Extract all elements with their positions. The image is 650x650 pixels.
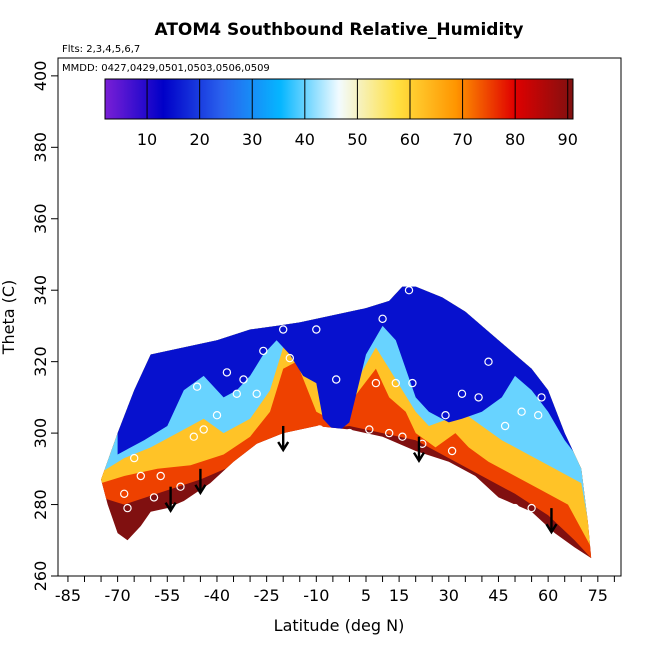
x-tick-label: -55 [154,586,180,605]
flight-arrows [164,425,558,535]
observation-point [123,503,132,513]
observation-point [129,453,139,463]
observation-point [149,493,159,502]
x-tick-label: 15 [389,586,409,605]
observation-point [259,346,268,356]
observation-point [385,428,394,438]
x-tick-label: -40 [204,586,230,605]
y-tick-label: 280 [31,489,50,520]
x-tick-label: 30 [439,586,459,605]
observation-point [391,378,400,388]
flight-arrow [545,508,558,535]
observation-point [232,389,241,398]
observation-point [474,393,483,402]
observation-point [371,378,381,388]
observation-point [119,489,129,498]
observation-point [484,357,493,366]
colorbar-tick-label: 40 [295,130,315,149]
plot-frame [57,57,622,577]
observation-point [212,411,222,420]
observation-point [398,432,407,441]
flight-arrow [164,486,177,513]
colorbar-tick-label: 30 [242,130,262,149]
x-tick-label: 5 [361,586,371,605]
observation-point [279,325,288,334]
observation-point [464,478,473,488]
observation-point [285,353,294,363]
observation-point [447,446,457,456]
observation-point [176,482,185,491]
observation-point [156,471,165,481]
observation-point [404,286,414,295]
flight-arrow [412,436,425,463]
x-tick-label: 45 [488,586,508,605]
colorbar-tick-label: 80 [505,130,525,149]
x-axis-label: Latitude (deg N) [274,616,405,635]
humidity-band-3 [117,286,582,462]
colorbar-bar [104,78,574,120]
flight-arrow [277,425,290,453]
observation-point [358,300,367,309]
y-tick-label: 360 [31,203,50,234]
observation-point [315,425,324,434]
observation-point [540,357,550,366]
y-tick-label: 260 [31,561,50,592]
observation-point [527,503,536,513]
observation-point [245,468,255,477]
observation-point [192,382,202,391]
observation-point [491,503,500,513]
flight-arrow [194,468,207,496]
observation-point [441,411,450,420]
x-tick-label: 60 [538,586,558,605]
observation-point [510,503,520,513]
observation-point [265,453,275,463]
observation-point [239,375,248,384]
observation-point [378,314,387,323]
colorbar-tick-label: 90 [558,130,578,149]
observation-point [199,425,208,434]
colorbar-tick-label: 20 [189,130,209,149]
observation-point [431,461,440,470]
observation-point [457,389,467,398]
colorbar-tick-label: 10 [137,130,157,149]
colorbar-tick-label: 50 [347,130,367,149]
y-axis-label: Theta (C) [0,280,18,356]
observation-point [345,428,354,438]
x-axis: -85 -70 -55 -40 -25 -10 5 15 30 45 60 75 [55,576,615,605]
y-tick-label: 320 [31,346,50,377]
y-tick-label: 340 [31,275,50,306]
observation-point [408,378,417,388]
y-tick-label: 300 [31,418,50,449]
observation-point [365,425,374,434]
observation-point [500,421,510,431]
colorbar: 10 20 30 40 50 60 70 80 90 [104,78,578,149]
x-tick-label: -70 [105,586,131,605]
observation-point [222,368,232,377]
chart-title: ATOM4 Southbound Relative_Humidity [154,20,523,40]
colorbar-tick-label: 60 [400,130,420,149]
observation-point [312,325,321,334]
y-axis: 260 280 300 320 340 360 380 400 [31,61,58,592]
y-tick-label: 400 [31,61,50,92]
observation-point [534,411,543,420]
x-tick-label: -85 [55,586,81,605]
x-tick-label: 75 [588,586,608,605]
y-tick-label: 380 [31,132,50,163]
colorbar-ticks: 10 20 30 40 50 60 70 80 90 [137,79,578,149]
observation-point [537,393,546,402]
flights-note: Flts: 2,3,4,5,6,7 [62,44,140,55]
x-tick-label: -25 [254,586,280,605]
observation-point [136,471,145,481]
x-tick-label: -10 [303,586,329,605]
observation-point [517,407,526,416]
dates-note: MMDD: 0427,0429,0501,0503,0506,0509 [62,63,270,74]
observation-point [252,389,261,398]
colorbar-tick-label: 70 [452,130,472,149]
observation-point [332,375,341,384]
observation-point [189,432,198,441]
